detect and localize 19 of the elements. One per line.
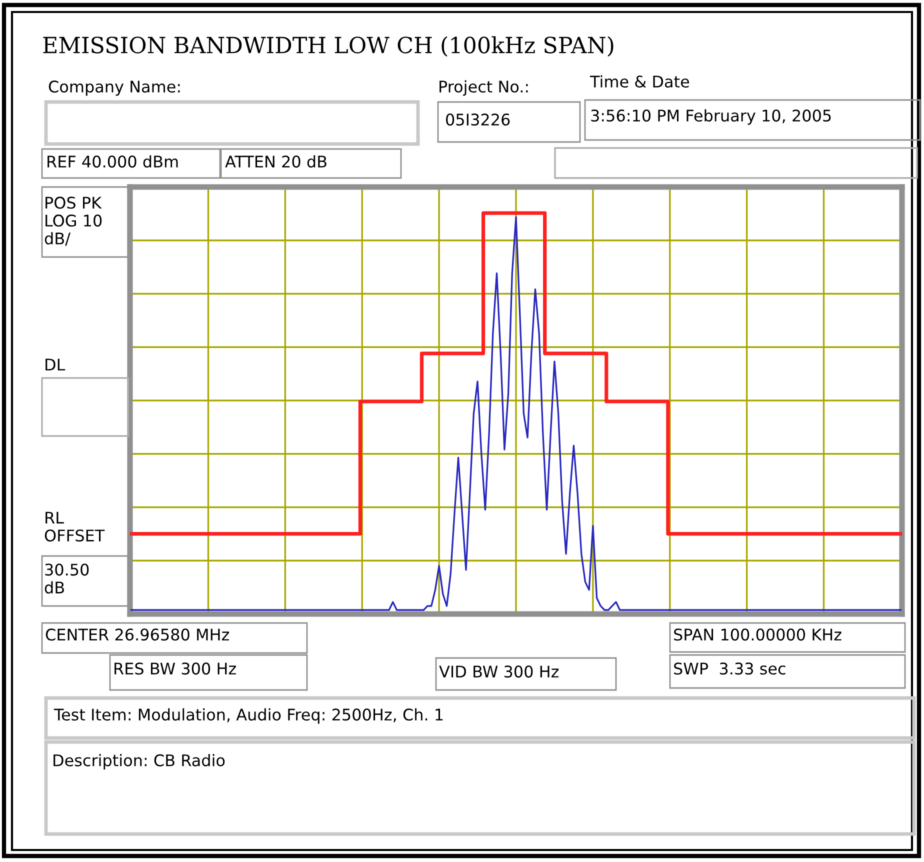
text: POS PK LOG 10 dB/ (44, 196, 102, 246)
text: ATTEN 20 dB (225, 155, 326, 168)
text: Time & Date (590, 75, 690, 88)
text: DL (46, 358, 66, 370)
text: 3:56:10 PM February 10, 2005 (591, 109, 831, 125)
text: 05I3226 (446, 114, 510, 126)
text: Project No.: (440, 80, 528, 96)
text: RL OFFSET (44, 512, 105, 542)
text: SWP 3.33 sec (674, 662, 786, 675)
text: REF 40.000 dBm (48, 155, 178, 168)
text: RES BW 300 Hz (114, 662, 236, 675)
chart-title: EMISSION BANDWIDTH LOW CH (100kHz SPAN) (43, 36, 614, 57)
text: CENTER 26.96580 MHz (46, 628, 229, 641)
text: 30.50 dB (44, 564, 89, 594)
text: Description: CB Radio (54, 754, 225, 770)
text: Test Item: Modulation, Audio Freq: 2500Hz, Ch. 1 (54, 708, 443, 724)
text: VID BW 300 Hz (439, 666, 559, 678)
text: SPAN 100.00000 KHz (674, 628, 842, 641)
text: Company Name: (48, 80, 180, 96)
